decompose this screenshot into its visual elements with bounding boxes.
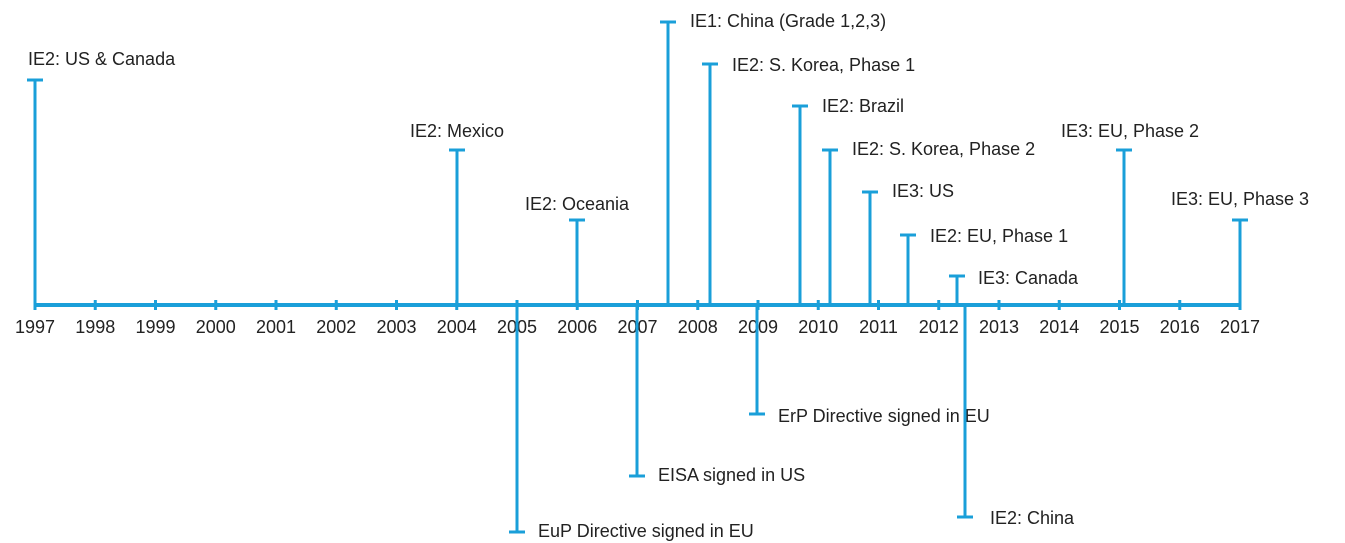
- year-label: 2001: [256, 317, 296, 337]
- event-label: IE3: EU, Phase 3: [1171, 189, 1309, 209]
- year-label: 2006: [557, 317, 597, 337]
- event-label: IE2: S. Korea, Phase 1: [732, 55, 915, 75]
- year-label: 1997: [15, 317, 55, 337]
- year-label: 2010: [798, 317, 838, 337]
- event-label: IE2: Mexico: [410, 121, 504, 141]
- year-label: 1998: [75, 317, 115, 337]
- year-label: 2013: [979, 317, 1019, 337]
- event-label: IE2: Oceania: [525, 194, 630, 214]
- year-label: 2012: [919, 317, 959, 337]
- event-label: IE2: US & Canada: [28, 49, 176, 69]
- event-label: IE3: EU, Phase 2: [1061, 121, 1199, 141]
- event-label: ErP Directive signed in EU: [778, 406, 990, 426]
- year-label: 2014: [1039, 317, 1079, 337]
- event-label: IE1: China (Grade 1,2,3): [690, 11, 886, 31]
- year-label: 2002: [316, 317, 356, 337]
- event-label: IE3: US: [892, 181, 954, 201]
- year-label: 1999: [135, 317, 175, 337]
- year-label: 2017: [1220, 317, 1260, 337]
- year-label: 2008: [678, 317, 718, 337]
- year-label: 2015: [1099, 317, 1139, 337]
- event-label: IE2: Brazil: [822, 96, 904, 116]
- event-label: IE2: EU, Phase 1: [930, 226, 1068, 246]
- event-label: IE2: China: [990, 508, 1075, 528]
- event-label: EISA signed in US: [658, 465, 805, 485]
- year-label: 2016: [1160, 317, 1200, 337]
- year-label: 2004: [437, 317, 477, 337]
- year-label: 2011: [859, 317, 898, 337]
- year-label: 2000: [196, 317, 236, 337]
- event-label: IE2: S. Korea, Phase 2: [852, 139, 1035, 159]
- event-label: EuP Directive signed in EU: [538, 521, 754, 541]
- event-label: IE3: Canada: [978, 268, 1079, 288]
- year-label: 2003: [376, 317, 416, 337]
